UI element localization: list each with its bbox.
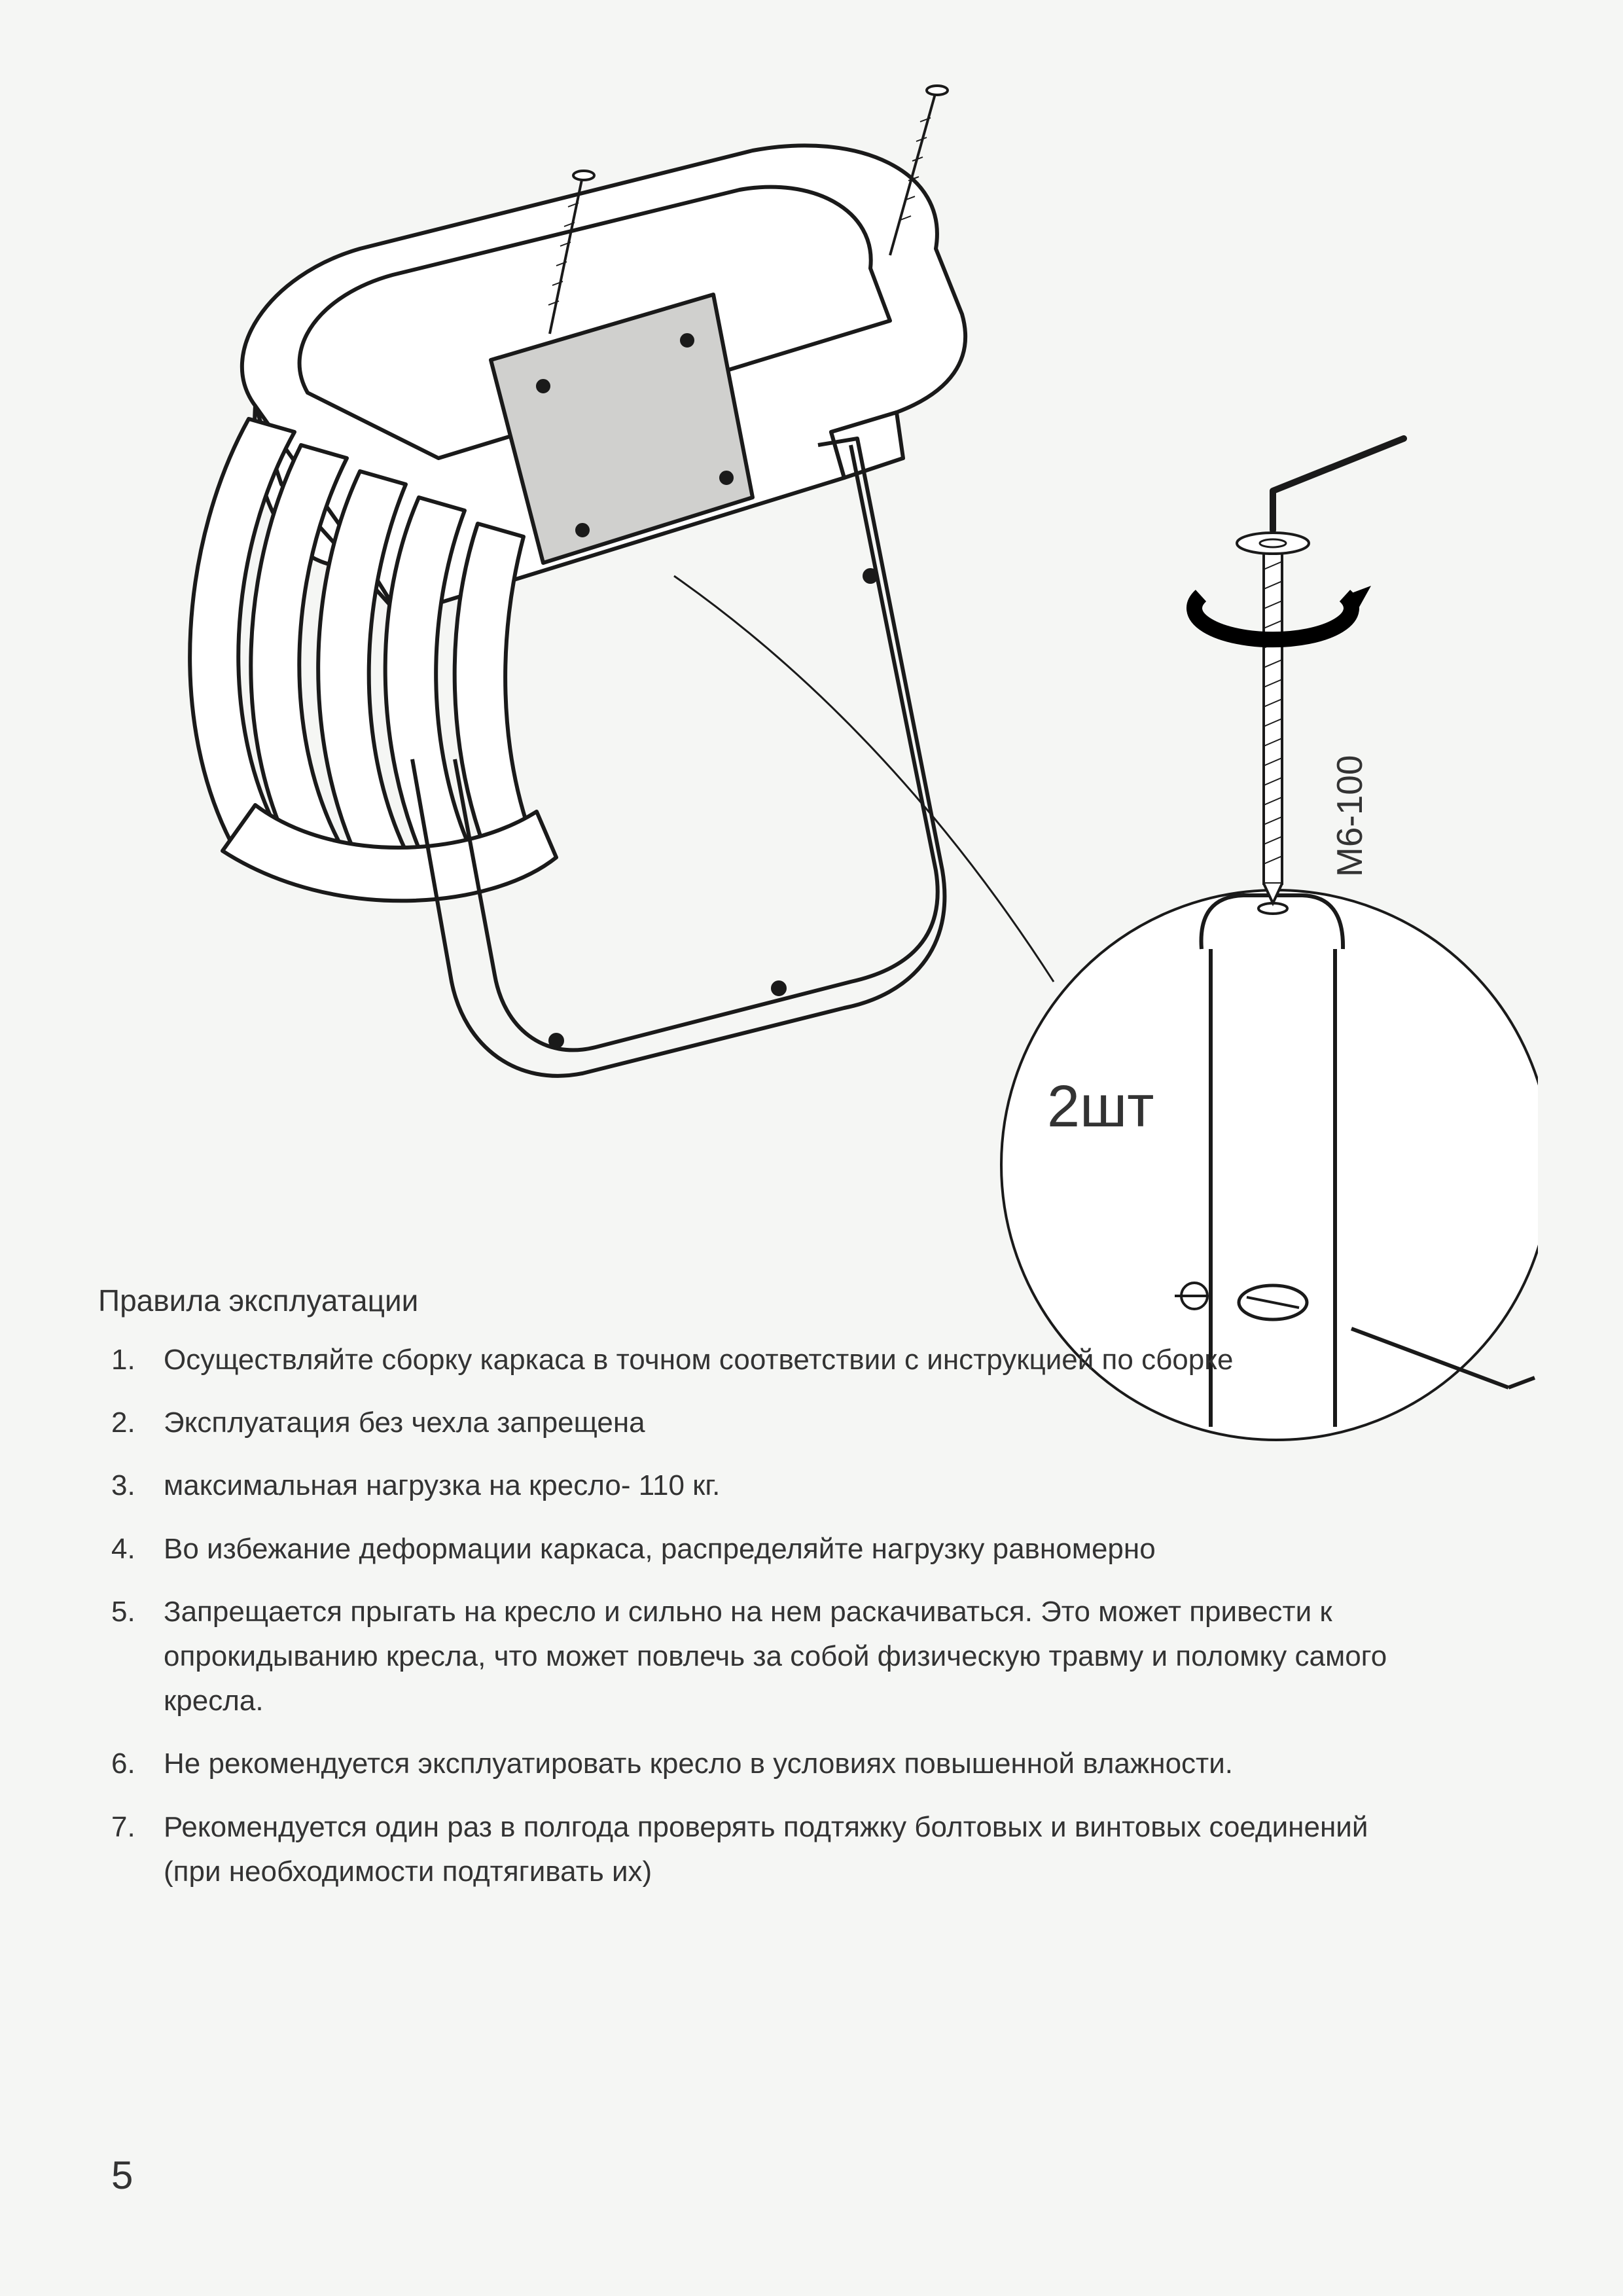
rule-number: 3.	[111, 1463, 135, 1508]
rule-item: 2. Эксплуатация без чехла запрещена	[98, 1401, 1394, 1445]
rule-number: 1.	[111, 1338, 135, 1382]
rule-text: максимальная нагрузка на кресло- 110 кг.	[164, 1469, 720, 1501]
rule-item: 4. Во избежание деформации каркаса, распр…	[98, 1527, 1394, 1571]
rules-section: Правила эксплуатации 1. Осуществляйте сбо…	[98, 1283, 1394, 1912]
rule-text: Эксплуатация без чехла запрещена	[164, 1407, 645, 1439]
rule-item: 1. Осуществляйте сборку каркаса в точном …	[98, 1338, 1394, 1382]
rule-number: 7.	[111, 1805, 135, 1850]
rule-text: Во избежание деформации каркаса, распред…	[164, 1533, 1156, 1565]
rule-item: 6. Не рекомендуется эксплуатировать кресл…	[98, 1742, 1394, 1786]
rule-item: 7. Рекомендуется один раз в полгода прове…	[98, 1805, 1394, 1894]
rule-text: Не рекомендуется эксплуатировать кресло …	[164, 1748, 1233, 1780]
rules-list: 1. Осуществляйте сборку каркаса в точном …	[98, 1338, 1394, 1894]
bolt-spec-label: M6-100	[1329, 755, 1370, 877]
rule-text: Запрещается прыгать на кресло и сильно н…	[164, 1596, 1387, 1717]
page-number: 5	[111, 2153, 133, 2198]
manual-page: 5	[0, 0, 1623, 2296]
rule-item: 5. Запрещается прыгать на кресло и сильно…	[98, 1590, 1394, 1724]
rule-number: 5.	[111, 1590, 135, 1634]
rule-number: 4.	[111, 1527, 135, 1571]
rule-number: 6.	[111, 1742, 135, 1786]
rule-item: 3. максимальная нагрузка на кресло- 110 к…	[98, 1463, 1394, 1508]
rule-number: 2.	[111, 1401, 135, 1445]
rule-text: Осуществляйте сборку каркаса в точном со…	[164, 1344, 1233, 1376]
rule-text: Рекомендуется один раз в полгода проверя…	[164, 1811, 1368, 1888]
quantity-label: 2шт	[1047, 1073, 1154, 1141]
rules-title: Правила эксплуатации	[98, 1283, 1394, 1318]
